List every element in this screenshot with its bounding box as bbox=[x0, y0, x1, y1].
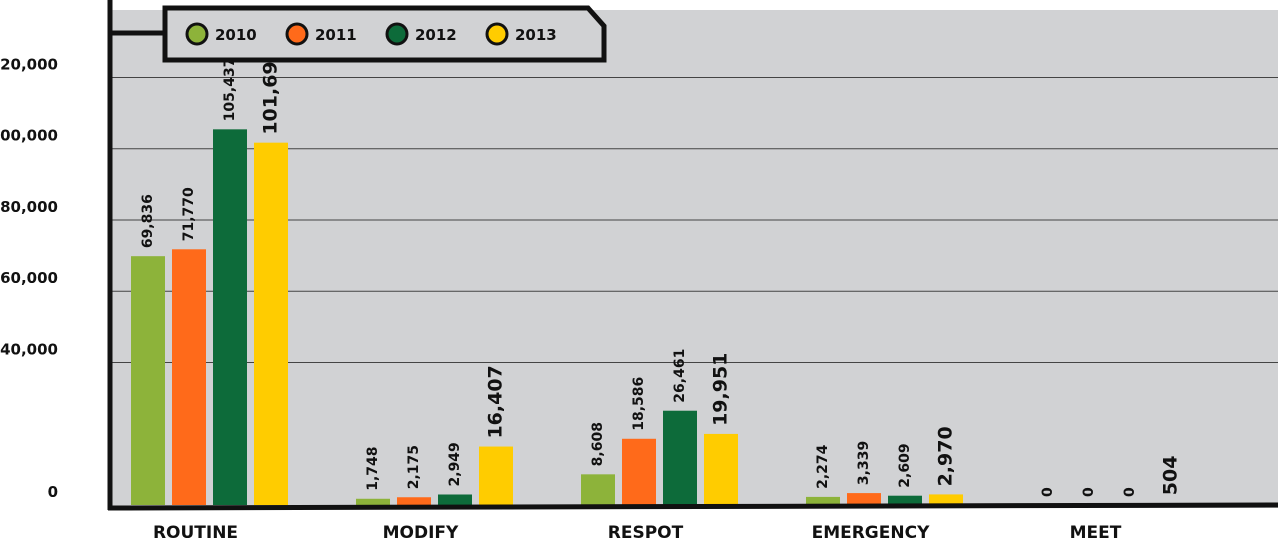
value-label: 101,693 bbox=[260, 48, 282, 135]
x-tick-label: EMERGENCY bbox=[812, 523, 931, 543]
y-tick-label: 120,000 bbox=[0, 55, 58, 73]
x-axis bbox=[107, 502, 1278, 511]
bar bbox=[131, 256, 165, 505]
value-label: 105,437 bbox=[222, 58, 238, 122]
value-label: 2,609 bbox=[897, 443, 913, 487]
y-tick-label: 100,000 bbox=[0, 127, 58, 145]
y-tick-label: 0 bbox=[48, 483, 58, 501]
bar bbox=[929, 494, 963, 505]
x-tick-label: MODIFY bbox=[383, 523, 459, 543]
value-label: 1,748 bbox=[365, 446, 381, 490]
x-tick-label: RESPOT bbox=[608, 523, 684, 543]
value-label: 504 bbox=[1160, 456, 1182, 496]
bar bbox=[847, 493, 881, 505]
value-label: 2,175 bbox=[406, 445, 422, 489]
bar bbox=[397, 497, 431, 505]
value-label: 2,274 bbox=[815, 444, 831, 489]
y-tick-label: 40,000 bbox=[0, 340, 58, 358]
bar bbox=[581, 474, 615, 505]
legend-swatch bbox=[185, 22, 209, 46]
bar bbox=[172, 249, 206, 505]
legend-swatch bbox=[285, 22, 309, 46]
bar bbox=[479, 446, 513, 505]
value-label: 71,770 bbox=[181, 187, 197, 241]
bar bbox=[438, 494, 472, 505]
legend-label: 2012 bbox=[415, 26, 457, 44]
value-label: 8,608 bbox=[590, 422, 606, 466]
legend-label: 2010 bbox=[215, 26, 257, 44]
legend-swatch bbox=[485, 22, 509, 46]
bar bbox=[622, 438, 656, 505]
value-label: 0 bbox=[1040, 487, 1056, 497]
value-label: 69,836 bbox=[140, 194, 156, 248]
legend-swatch bbox=[385, 22, 409, 46]
value-label: 2,970 bbox=[935, 426, 957, 486]
y-tick-label: 60,000 bbox=[0, 269, 58, 287]
bar bbox=[356, 498, 390, 505]
legend-label: 2011 bbox=[315, 26, 357, 44]
y-tick-label: 80,000 bbox=[0, 198, 58, 216]
bar bbox=[806, 496, 840, 505]
value-label: 16,407 bbox=[485, 365, 507, 438]
x-tick-label: ROUTINE bbox=[153, 523, 238, 543]
bar bbox=[704, 433, 738, 505]
value-label: 26,461 bbox=[672, 349, 688, 403]
legend-label: 2013 bbox=[515, 26, 557, 44]
bar bbox=[888, 495, 922, 505]
value-label: 18,586 bbox=[631, 377, 647, 431]
value-label: 19,951 bbox=[710, 353, 732, 426]
x-tick-label: MEET bbox=[1070, 523, 1122, 543]
legend-box bbox=[162, 5, 607, 63]
value-label: 2,949 bbox=[447, 442, 463, 486]
value-label: 3,339 bbox=[856, 441, 872, 485]
value-label: 0 bbox=[1122, 487, 1138, 497]
value-label: 0 bbox=[1081, 487, 1097, 497]
bar bbox=[254, 142, 288, 505]
bar bbox=[213, 129, 247, 505]
bar bbox=[663, 410, 697, 505]
